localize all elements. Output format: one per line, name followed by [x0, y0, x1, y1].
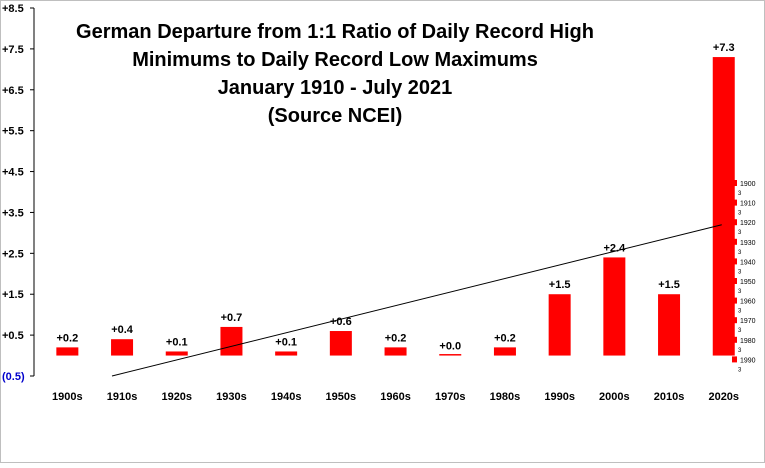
inset-marker: 3 [738, 211, 742, 217]
x-tick-label: 1980s [490, 391, 521, 403]
chart-title: German Departure from 1:1 Ratio of Daily… [76, 21, 594, 127]
inset-decade-label: 1910 [740, 201, 756, 208]
data-label: +0.2 [494, 332, 516, 344]
x-tick-label: 1990s [544, 391, 575, 403]
y-tick-label: +8.5 [2, 3, 24, 15]
inset-swatch [732, 356, 737, 363]
inset-decade-label: 1970 [740, 318, 756, 325]
bar [658, 294, 681, 356]
x-tick-label: 2000s [599, 391, 630, 403]
data-label: +0.1 [166, 336, 188, 348]
x-tick-label: 1950s [326, 391, 357, 403]
inset-swatch [732, 258, 737, 265]
bar [493, 347, 516, 356]
inset-swatch [732, 199, 737, 206]
inset-marker: 3 [738, 328, 742, 334]
inset-marker: 3 [738, 289, 742, 295]
data-label: +1.5 [658, 279, 680, 291]
data-label: +2.4 [603, 242, 626, 254]
bar [220, 326, 243, 356]
bar [275, 351, 298, 356]
y-tick-label: (0.5) [2, 371, 25, 383]
x-tick-label: 1910s [107, 391, 138, 403]
bar [56, 347, 79, 356]
inset-marker: 3 [738, 367, 742, 373]
bar [603, 257, 626, 356]
inset-decade-label: 1990 [740, 357, 756, 364]
x-tick-label: 1960s [380, 391, 411, 403]
inset-swatch [732, 278, 737, 284]
bar [712, 57, 735, 356]
inset-decade-label: 1940 [740, 259, 756, 266]
data-label: +0.2 [56, 332, 78, 344]
data-label: +1.5 [549, 279, 571, 291]
bar [384, 347, 407, 356]
bar [165, 351, 188, 356]
chart-title-line: Minimums to Daily Record Low Maximums [132, 49, 538, 71]
y-tick-label: +6.5 [2, 85, 24, 97]
inset-decade-label: 1960 [740, 299, 756, 306]
trendline-layer [111, 224, 722, 377]
inset-marker: 3 [738, 348, 742, 354]
y-tick-label: +4.5 [2, 167, 24, 179]
data-label: +0.4 [111, 324, 134, 336]
bar [111, 339, 134, 356]
bar [548, 294, 571, 356]
inset-swatch [732, 180, 737, 186]
data-label: +7.3 [713, 42, 735, 54]
x-tick-label: 1940s [271, 391, 302, 403]
inset-marker: 3 [738, 191, 742, 197]
inset-decade-label: 1930 [740, 240, 756, 247]
data-label: +0.1 [275, 336, 297, 348]
bars-layer: +0.2 +0.4 +0.1 +0.7 +0.1 +0.6 +0.2 +0.0 +0.2 +1.5… [56, 42, 735, 356]
x-tick-label: 1970s [435, 391, 466, 403]
inset-marker: 3 [738, 250, 742, 256]
x-tick-label: 1900s [52, 391, 83, 403]
axis-layer: +8.5 +7.5 +6.5 +5.5 +4.5 +3.5 +2.5 +1.5 +0.5 (0.5… [2, 3, 739, 403]
y-tick-label: +0.5 [2, 330, 24, 342]
chart-title-line: German Departure from 1:1 Ratio of Daily… [76, 21, 594, 43]
inset-swatch [732, 336, 737, 343]
bar [439, 354, 462, 356]
y-tick-label: +1.5 [2, 289, 24, 301]
x-tick-label: 1920s [161, 391, 192, 403]
inset-decade-label: 1900 [740, 181, 756, 188]
inset-legend-layer: 1900 3 1910 3 1920 3 1930 3 1940 3 1950 3 1960 3 1970 3… [732, 180, 756, 373]
inset-marker: 3 [738, 309, 742, 315]
inset-swatch [732, 317, 737, 324]
data-label: +0.0 [439, 341, 461, 353]
data-label: +0.7 [221, 312, 243, 324]
inset-swatch [732, 297, 737, 304]
y-tick-label: +7.5 [2, 44, 24, 56]
y-tick-label: +3.5 [2, 207, 24, 219]
x-tick-label: 2010s [654, 391, 685, 403]
chart-title-line: (Source NCEI) [268, 105, 402, 127]
inset-swatch [732, 219, 737, 226]
y-tick-label: +5.5 [2, 126, 24, 138]
inset-marker: 3 [738, 269, 742, 275]
inset-decade-label: 1980 [740, 338, 756, 345]
inset-marker: 3 [738, 230, 742, 236]
inset-decade-label: 1920 [740, 220, 756, 227]
inset-decade-label: 1950 [740, 279, 756, 286]
data-label: +0.6 [330, 316, 352, 328]
x-tick-label: 2020s [708, 391, 739, 403]
inset-swatch [732, 238, 737, 245]
x-tick-label: 1930s [216, 391, 247, 403]
y-tick-label: +2.5 [2, 248, 24, 260]
chart-title-line: January 1910 - July 2021 [218, 77, 453, 99]
trendline [111, 224, 722, 377]
data-label: +0.2 [385, 332, 407, 344]
bar [329, 331, 352, 356]
